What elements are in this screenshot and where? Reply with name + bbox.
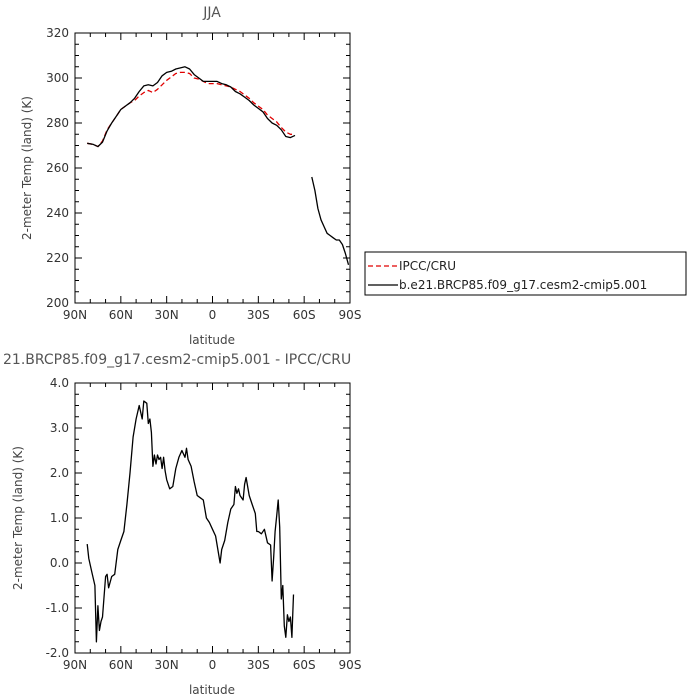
tick-labels-upper: 90N 60N 30N 0 30S 60S 90S 200 220 240 260 280 300 320	[46, 26, 361, 322]
chart-title-upper: JJA	[202, 5, 221, 21]
y-axis-label-lower: 2-meter Temp (land) (K)	[11, 446, 25, 590]
x-tick-label: 90N	[63, 658, 87, 672]
x-tick-label: 0	[209, 308, 217, 322]
x-tick-label: 90S	[339, 658, 362, 672]
x-tick-label: 30S	[247, 308, 270, 322]
y-tick-label: -2.0	[46, 646, 69, 660]
y-tick-label: 1.0	[50, 511, 69, 525]
x-tick-label: 60S	[293, 308, 316, 322]
x-tick-label: 30N	[155, 658, 179, 672]
legend-label-cesm2: b.e21.BRCP85.f09_g17.cesm2-cmip5.001	[399, 278, 647, 292]
y-tick-label: 220	[46, 251, 69, 265]
series-line-0-1	[87, 66, 350, 265]
y-tick-label: -1.0	[46, 601, 69, 615]
x-tick-label: 60S	[293, 658, 316, 672]
x-tick-label: 90N	[63, 308, 87, 322]
x-tick-label: 30S	[247, 658, 270, 672]
y-tick-label: 0.0	[50, 556, 69, 570]
y-tick-label: 2.0	[50, 466, 69, 480]
y-tick-label: 200	[46, 296, 69, 310]
lower-panel-difference: 21.BRCP85.f09_g17.cesm2-cmip5.001 - IPCC…	[3, 352, 361, 697]
x-axis-label-upper: latitude	[189, 333, 235, 347]
x-tick-label: 0	[209, 658, 217, 672]
y-tick-label: 4.0	[50, 376, 69, 390]
plot-frame-upper	[74, 32, 351, 304]
y-tick-label: 240	[46, 206, 69, 220]
tick-labels-lower: 90N 60N 30N 0 30S 60S 90S -2.0 -1.0 0.0 1.0 2.0 3.0 4…	[46, 376, 362, 672]
series-group-lower	[86, 400, 295, 643]
series-line-1-0	[86, 400, 295, 643]
y-tick-label: 3.0	[50, 421, 69, 435]
y-tick-label: 320	[46, 26, 69, 40]
y-axis-label-upper: 2-meter Temp (land) (K)	[20, 96, 34, 240]
series-group-upper	[87, 66, 350, 265]
y-tick-label: 280	[46, 116, 69, 130]
x-tick-label: 60N	[109, 658, 133, 672]
legend: IPCC/CRU b.e21.BRCP85.f09_g17.cesm2-cmip…	[364, 251, 687, 296]
x-tick-label: 60N	[109, 308, 133, 322]
axis-ticks-lower	[74, 382, 351, 654]
legend-label-ipcc-cru: IPCC/CRU	[399, 259, 456, 273]
plot-frame-lower	[74, 382, 351, 654]
legend-box	[364, 251, 687, 296]
axis-ticks-upper	[74, 32, 351, 304]
y-tick-label: 260	[46, 161, 69, 175]
x-tick-label: 30N	[155, 308, 179, 322]
series-line-0-0	[87, 71, 295, 148]
x-tick-label: 90S	[339, 308, 362, 322]
upper-panel-temperature: JJA 90N 60N 30N 0 30S 60S 90S 200 220 240 260 280 30…	[20, 5, 687, 347]
chart-title-lower: 21.BRCP85.f09_g17.cesm2-cmip5.001 - IPCC…	[3, 352, 351, 368]
x-axis-label-lower: latitude	[189, 683, 235, 697]
y-tick-label: 300	[46, 71, 69, 85]
